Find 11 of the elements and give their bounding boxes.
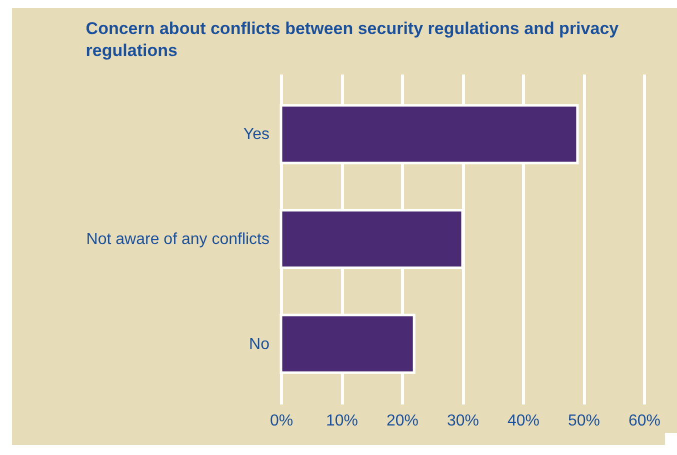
y-tick-label: No <box>249 336 270 353</box>
x-tick-label: 0% <box>270 412 294 430</box>
x-tick-label: 60% <box>628 412 661 430</box>
x-tick-label: 20% <box>386 412 419 430</box>
y-tick-label: Not aware of any conflicts <box>86 231 270 248</box>
x-tick-label: 40% <box>507 412 540 430</box>
x-tick-label: 50% <box>568 412 600 430</box>
x-tick-label: 10% <box>326 412 358 430</box>
y-tick-label: Yes <box>243 126 270 144</box>
x-tick-label: 30% <box>446 412 480 430</box>
chart-title: Concern about conflicts between security regulations and privacy regulations <box>86 19 620 60</box>
